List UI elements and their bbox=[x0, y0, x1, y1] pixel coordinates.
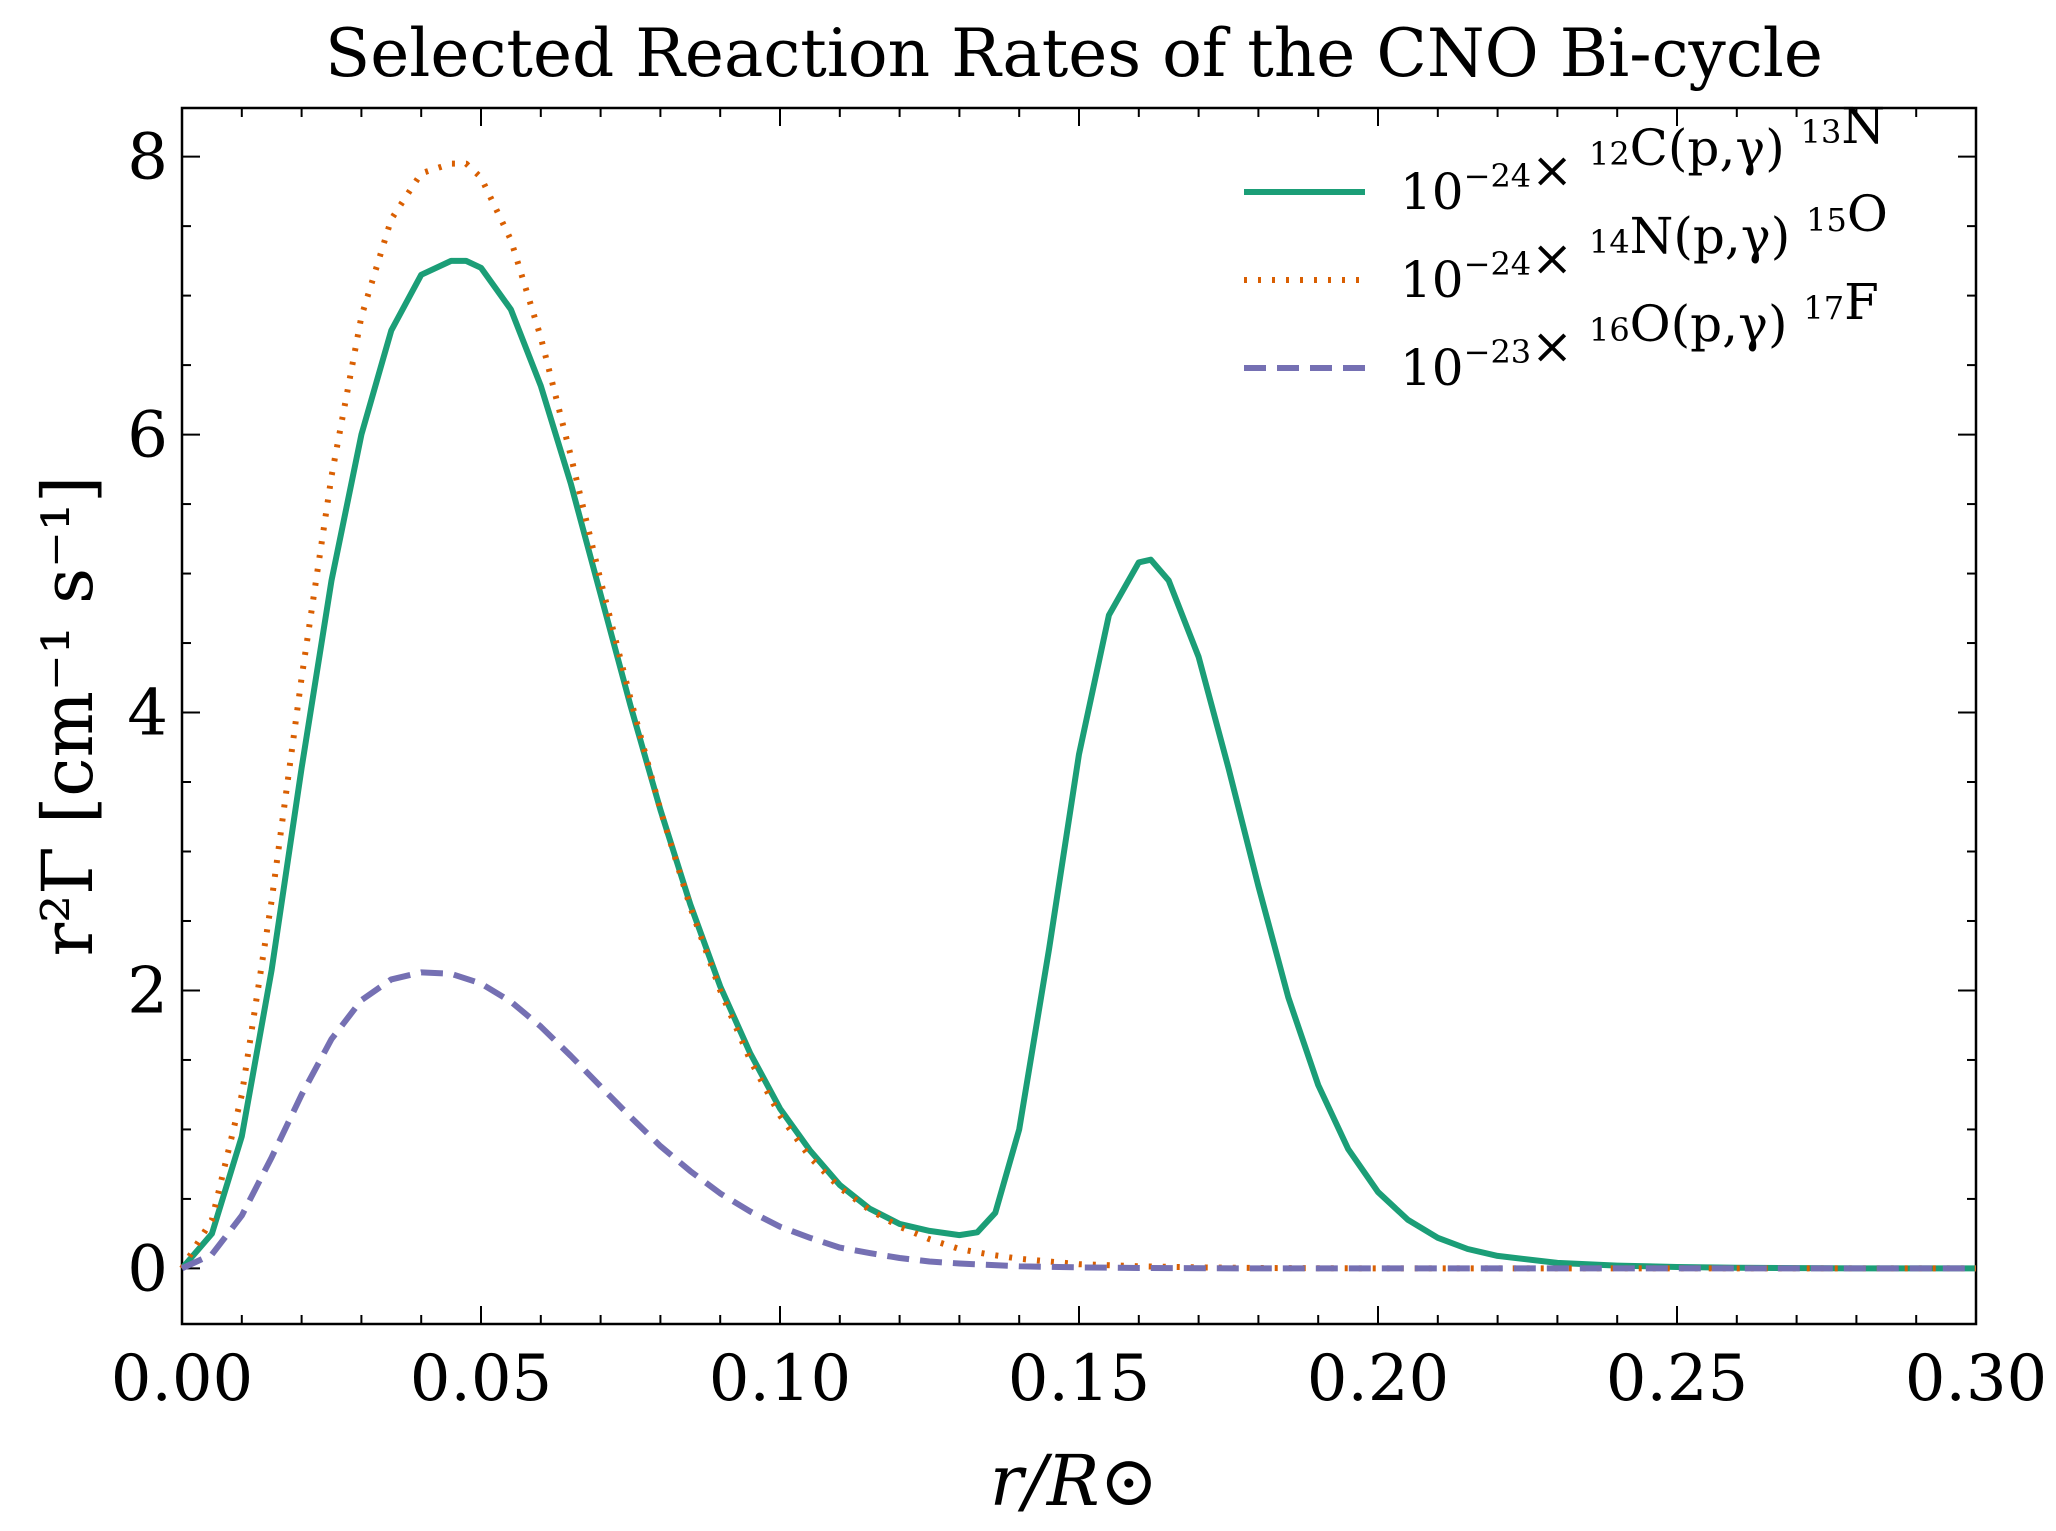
legend-entry-1: 10−24× 12C(p,γ) 13N bbox=[1400, 97, 1885, 221]
y-tick-label: 0 bbox=[127, 1232, 168, 1306]
y-tick-labels: 0 2 4 6 8 bbox=[127, 121, 168, 1307]
y-tick-label: 2 bbox=[127, 954, 168, 1028]
axis-ticks bbox=[181, 108, 1977, 1324]
y-tick-label: 8 bbox=[127, 121, 168, 195]
x-tick-label: 0.20 bbox=[1307, 1342, 1450, 1416]
legend-entry-3: 10−23× 16O(p,γ) 17F bbox=[1400, 273, 1879, 397]
series-lines bbox=[179, 160, 1976, 1272]
series-line-3 bbox=[180, 969, 1976, 1272]
plot-area: 0.00 0.05 0.10 0.15 0.20 0.25 0.30 0 2 4 6 8 bbox=[111, 106, 2048, 1416]
x-tick-label: 0.25 bbox=[1606, 1342, 1749, 1416]
x-axis-label: r/R⊙ bbox=[990, 1440, 1158, 1522]
x-tick-label: 0.10 bbox=[709, 1342, 852, 1416]
legend-entry-2: 10−24× 14N(p,γ) 15O bbox=[1400, 185, 1888, 309]
y-tick-label: 6 bbox=[127, 399, 168, 473]
x-tick-label: 0.30 bbox=[1905, 1342, 2048, 1416]
plot-frame bbox=[180, 106, 1978, 1326]
y-axis-label: r²Γ [cm⁻¹ s⁻¹] bbox=[27, 476, 109, 957]
x-tick-label: 0.05 bbox=[410, 1342, 553, 1416]
series-line-1 bbox=[179, 257, 1976, 1272]
x-tick-label: 0.00 bbox=[111, 1342, 254, 1416]
y-tick-label: 4 bbox=[127, 677, 168, 751]
x-tick-labels: 0.00 0.05 0.10 0.15 0.20 0.25 0.30 bbox=[111, 1342, 2048, 1416]
x-tick-label: 0.15 bbox=[1008, 1342, 1151, 1416]
chart-title: Selected Reaction Rates of the CNO Bi-cy… bbox=[325, 15, 1823, 92]
